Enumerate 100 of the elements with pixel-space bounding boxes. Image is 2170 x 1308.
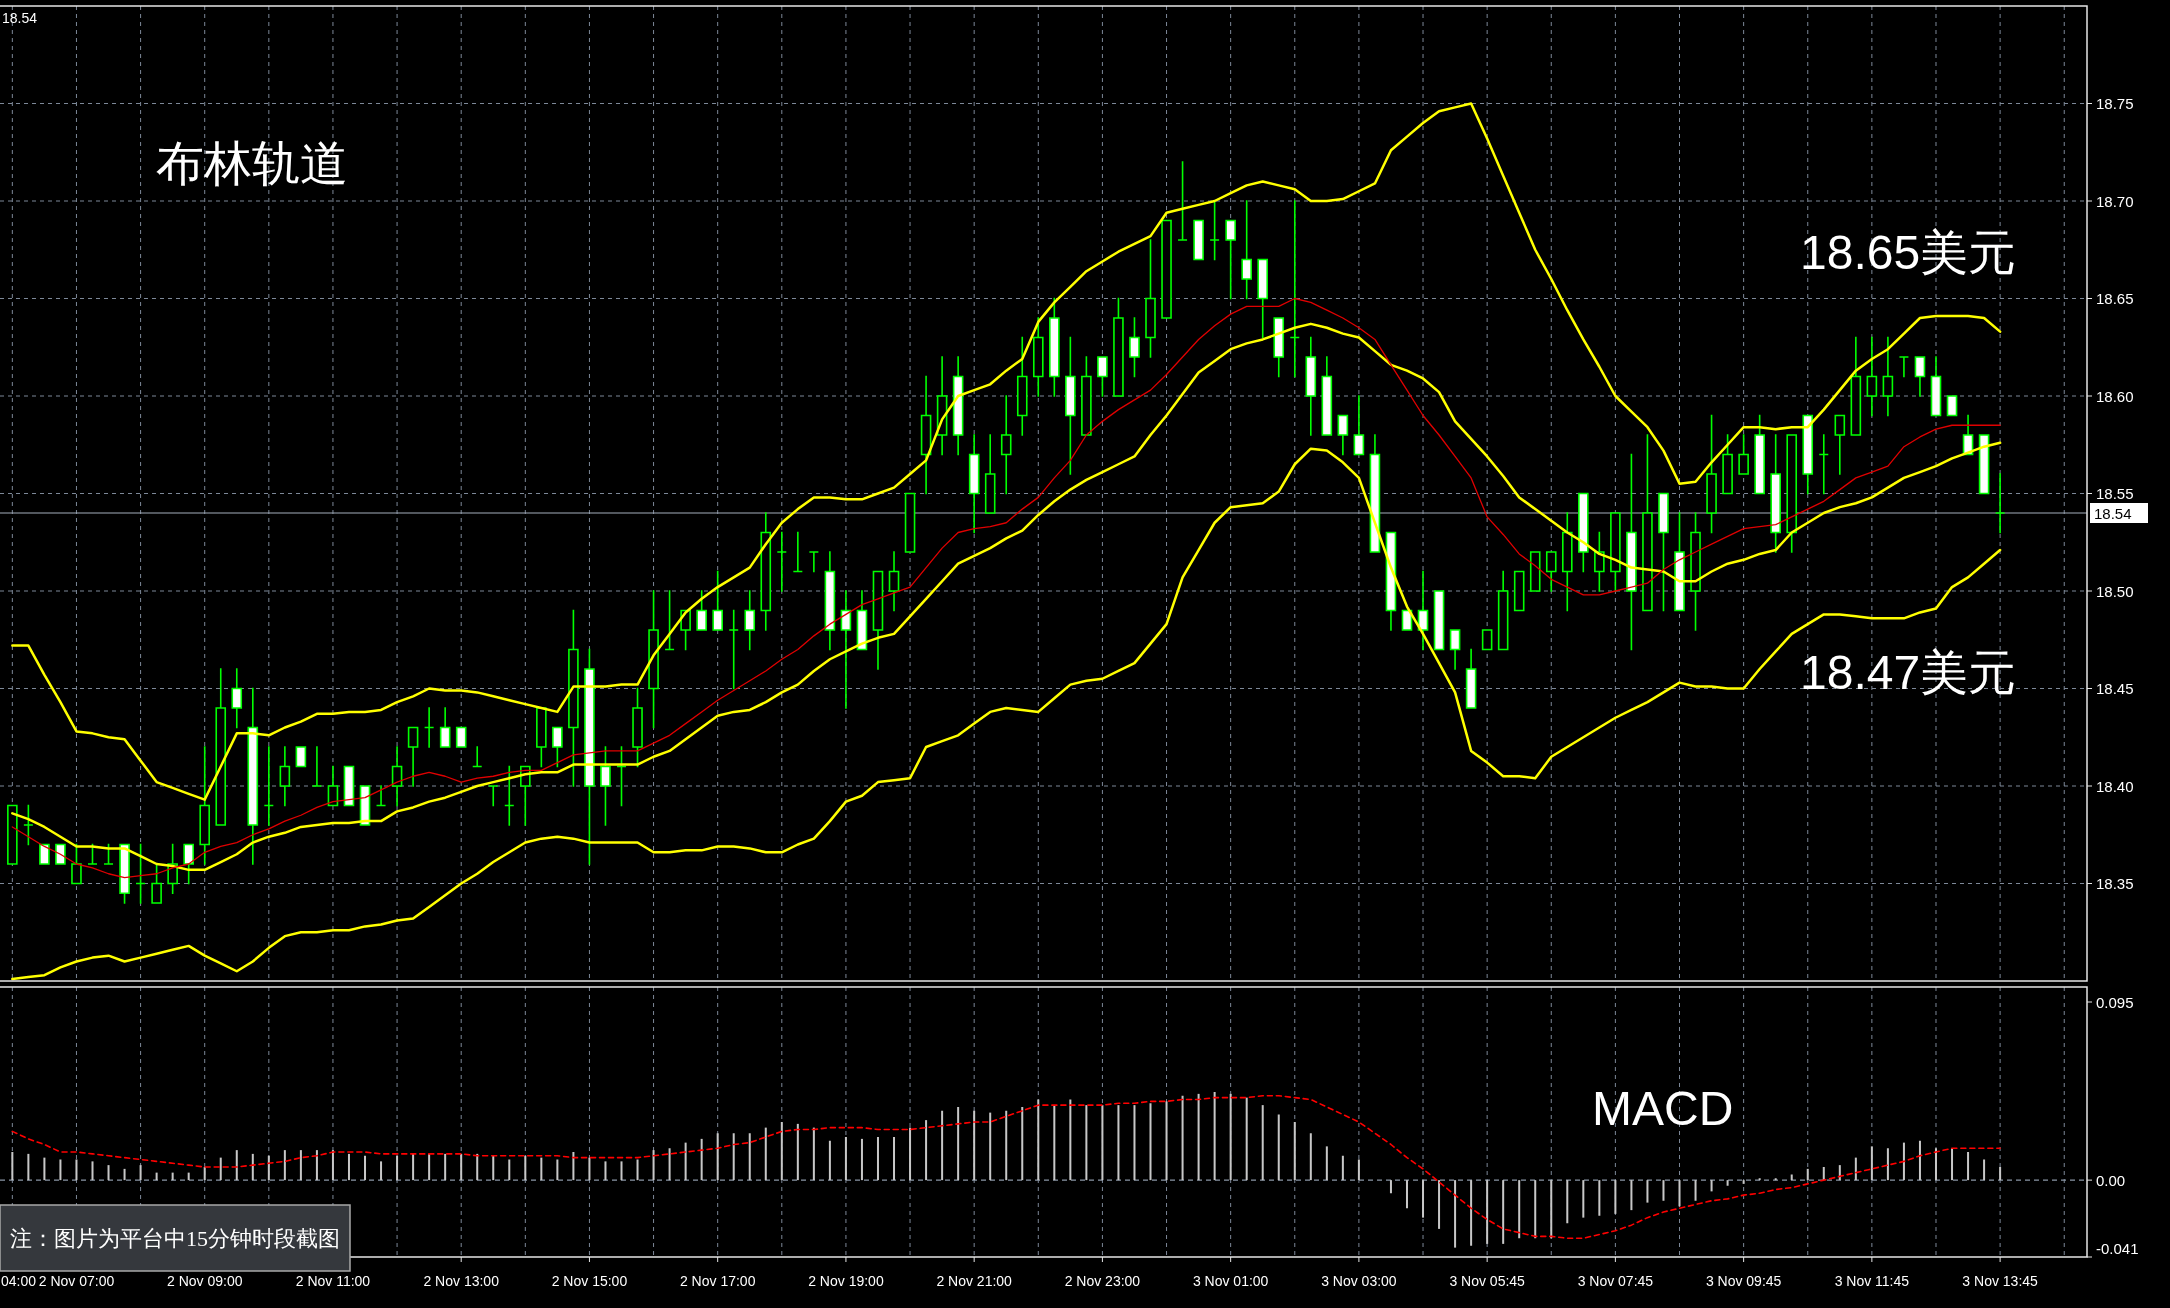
candlestick bbox=[151, 863, 162, 904]
x-tick-label: 04:00 bbox=[1, 1273, 37, 1289]
candlestick bbox=[1353, 395, 1365, 456]
candlestick bbox=[1257, 258, 1269, 339]
y-tick-label: 18.50 bbox=[2096, 582, 2134, 600]
candlestick bbox=[1578, 492, 1589, 573]
candlestick bbox=[856, 590, 868, 651]
candlestick bbox=[71, 843, 82, 885]
candlestick bbox=[119, 843, 130, 904]
candlestick bbox=[984, 434, 996, 514]
candlestick bbox=[1145, 239, 1156, 358]
candlestick bbox=[183, 843, 194, 885]
x-tick-label: 3 Nov 05:45 bbox=[1449, 1273, 1526, 1289]
candlestick bbox=[824, 551, 836, 651]
candlestick bbox=[295, 746, 307, 768]
ref-line-label: 18.54 bbox=[2094, 504, 2132, 522]
x-tick-label: 2 Nov 07:00 bbox=[38, 1273, 115, 1289]
x-tick-label: 2 Nov 13:00 bbox=[423, 1273, 500, 1289]
candlestick bbox=[279, 746, 291, 807]
candlestick bbox=[1000, 395, 1012, 495]
y-tick-label: -0.041 bbox=[2096, 1239, 2139, 1257]
x-tick-label: 3 Nov 03:00 bbox=[1321, 1273, 1397, 1289]
candlestick bbox=[455, 726, 467, 748]
candlestick bbox=[1754, 414, 1765, 495]
candlestick bbox=[1914, 356, 1926, 397]
candlestick bbox=[1722, 434, 1733, 495]
candlestick bbox=[407, 726, 419, 787]
candlestick bbox=[1113, 297, 1124, 397]
candlestick bbox=[1706, 414, 1717, 534]
candlestick bbox=[439, 707, 451, 748]
candlestick bbox=[263, 746, 275, 826]
y-tick-label: 0.095 bbox=[2096, 993, 2134, 1011]
candlestick bbox=[1674, 512, 1685, 612]
candlestick bbox=[584, 648, 595, 865]
candlestick bbox=[311, 746, 323, 787]
candlestick bbox=[1802, 414, 1814, 495]
candlestick bbox=[1337, 414, 1349, 456]
candlestick bbox=[327, 765, 339, 807]
candlestick bbox=[1417, 570, 1429, 651]
candlestick bbox=[952, 356, 964, 456]
candlestick bbox=[664, 590, 675, 651]
candlestick bbox=[135, 843, 146, 904]
candlestick bbox=[568, 609, 579, 787]
candlestick bbox=[1097, 356, 1108, 397]
candlestick bbox=[1481, 629, 1493, 651]
candlestick bbox=[1529, 551, 1541, 592]
candlestick bbox=[215, 668, 227, 826]
candlestick bbox=[1770, 434, 1781, 553]
candlestick bbox=[904, 492, 916, 553]
candlestick bbox=[1946, 395, 1958, 417]
candlestick bbox=[1465, 648, 1477, 709]
candlestick bbox=[39, 843, 50, 865]
candlestick bbox=[744, 590, 756, 651]
candlestick bbox=[968, 434, 980, 534]
x-tick-label: 2 Nov 15:00 bbox=[551, 1273, 628, 1289]
candlestick bbox=[423, 707, 435, 748]
candlestick bbox=[1049, 297, 1060, 397]
candlestick bbox=[600, 746, 611, 826]
annotation: 注：图片为平台中15分钟时段截图 bbox=[10, 1225, 340, 1251]
candlestick bbox=[1834, 414, 1846, 475]
candlestick bbox=[1289, 200, 1301, 378]
candlestick bbox=[1545, 551, 1557, 592]
annotation: MACD bbox=[1592, 1081, 1734, 1135]
y-tick-label: 0.00 bbox=[2096, 1171, 2126, 1189]
x-tick-label: 3 Nov 11:45 bbox=[1834, 1273, 1910, 1289]
candlestick bbox=[1786, 434, 1798, 553]
candlestick bbox=[648, 590, 659, 729]
candlestick bbox=[712, 570, 723, 631]
candlestick bbox=[1978, 434, 1990, 495]
candlestick bbox=[1818, 434, 1830, 495]
x-tick-label: 2 Nov 17:00 bbox=[679, 1273, 756, 1289]
candlestick bbox=[1513, 570, 1525, 612]
candlestick bbox=[55, 843, 66, 865]
candlestick bbox=[1225, 219, 1236, 300]
candlestick bbox=[199, 746, 211, 865]
candlestick bbox=[391, 746, 403, 807]
candlestick bbox=[1610, 512, 1621, 592]
candlestick bbox=[1161, 219, 1172, 319]
candlestick bbox=[1449, 629, 1461, 670]
candlestick bbox=[1032, 317, 1044, 397]
y-tick-label: 18.65 bbox=[2096, 290, 2134, 307]
candlestick bbox=[343, 765, 355, 807]
candlestick bbox=[1930, 356, 1942, 417]
candlestick bbox=[1642, 434, 1653, 612]
candlestick bbox=[247, 687, 259, 865]
candlestick bbox=[920, 375, 932, 495]
candlestick bbox=[1016, 336, 1028, 436]
candlestick bbox=[1369, 434, 1381, 553]
candlestick bbox=[1594, 531, 1605, 592]
candlestick bbox=[1081, 356, 1092, 436]
candlestick bbox=[1738, 434, 1749, 475]
candlestick bbox=[696, 590, 707, 631]
x-tick-label: 3 Nov 09:45 bbox=[1705, 1273, 1782, 1289]
x-tick-label: 2 Nov 11:00 bbox=[295, 1273, 371, 1289]
candlestick bbox=[1690, 512, 1701, 631]
y-tick-label: 18.45 bbox=[2096, 680, 2134, 697]
candlestick bbox=[7, 804, 18, 865]
candlestick bbox=[1626, 453, 1637, 651]
candlestick bbox=[487, 785, 499, 807]
annotation: 18.65美元 bbox=[1800, 225, 2017, 279]
